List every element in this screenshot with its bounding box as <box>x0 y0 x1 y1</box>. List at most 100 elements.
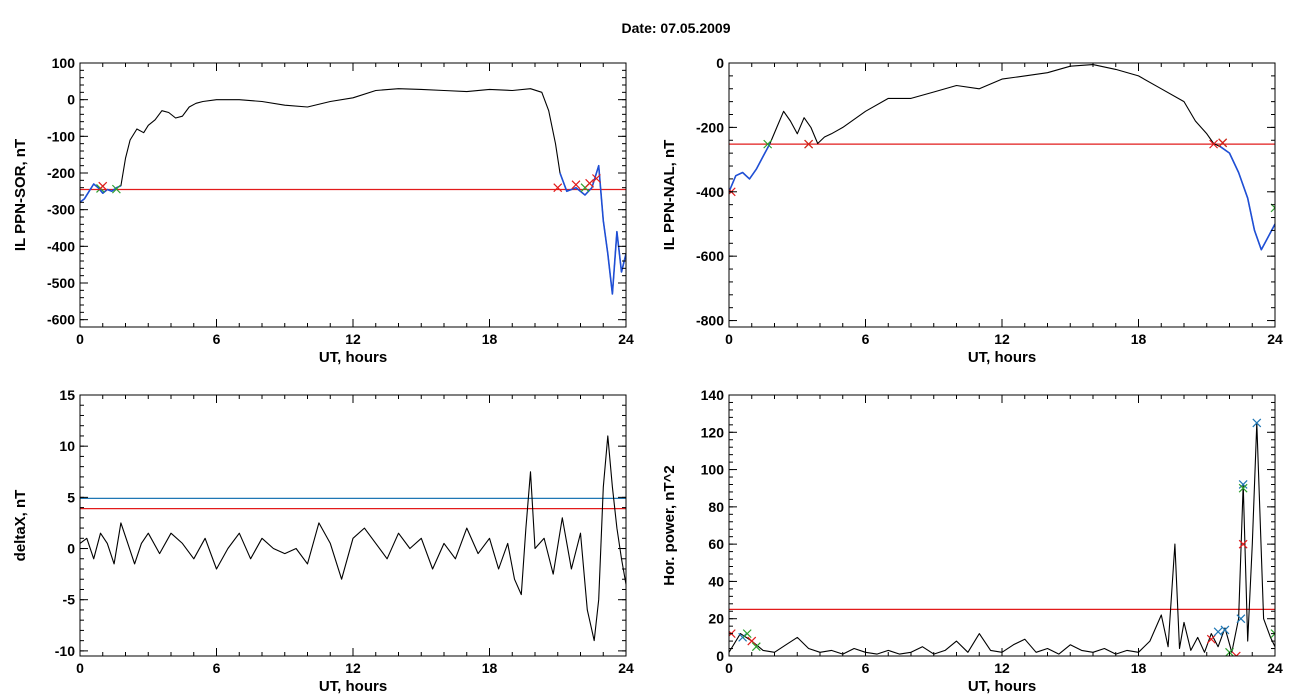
x-tick-label: 0 <box>725 331 733 347</box>
series-line <box>559 164 626 295</box>
y-tick-label: -600 <box>696 248 724 264</box>
series-line <box>729 422 1275 655</box>
chart-panel-sor: 0 6 12 18 24 100 0 -100 -200 -300 -400 -500 -600 UT, … <box>12 55 634 366</box>
y-tick-label: 100 <box>52 55 76 71</box>
x-tick-label: 12 <box>994 331 1010 347</box>
y-tick-label: -600 <box>47 312 75 328</box>
y-tick-label: -400 <box>47 238 75 254</box>
data-marker <box>585 178 595 188</box>
data-marker <box>747 636 757 646</box>
plot-frame <box>79 394 627 657</box>
data-marker <box>592 174 601 183</box>
x-tick-label: 12 <box>994 660 1010 676</box>
data-marker <box>1238 483 1248 493</box>
x-tick-label: 18 <box>482 331 498 347</box>
data-marker <box>1206 634 1216 644</box>
y-tick-label: 60 <box>708 536 724 552</box>
x-tick-label: 0 <box>76 331 84 347</box>
y-axis-label: IL PPN-SOR, nT <box>12 139 29 251</box>
data-marker <box>1238 539 1248 549</box>
data-marker <box>1238 480 1248 489</box>
data-marker <box>1231 651 1241 656</box>
y-tick-label: -200 <box>696 119 724 135</box>
x-tick-label: 12 <box>345 331 361 347</box>
x-tick-label: 12 <box>345 660 361 676</box>
chart-panel-deltax: 0 6 12 18 24 15 10 5 0 -5 -10 UT, hours deltaX, nT <box>12 387 634 695</box>
y-tick-label: 15 <box>59 387 75 403</box>
data-marker <box>111 184 121 194</box>
x-axis-label: UT, hours <box>968 678 1036 695</box>
data-marker <box>1252 418 1262 428</box>
data-marker <box>742 629 752 639</box>
x-tick-label: 18 <box>1131 660 1147 676</box>
x-tick-label: 6 <box>213 331 221 347</box>
series-line <box>80 88 626 295</box>
figure-title: Date: 07.05.2009 <box>622 20 731 36</box>
x-tick-label: 18 <box>482 660 498 676</box>
x-tick-label: 24 <box>1267 660 1283 676</box>
chart-panels: 0 6 12 18 241000-100-200-300-400-500-600UT, … <box>12 55 1283 695</box>
data-marker <box>571 180 581 190</box>
y-tick-label: -300 <box>47 202 75 218</box>
chart-panel-power: 0 6 12 18 24 140 120 100 80 60 40 20 0 UT, hours Hor. … <box>661 387 1283 695</box>
data-marker <box>1209 139 1218 149</box>
series-line <box>729 143 771 193</box>
data-marker <box>1270 203 1275 213</box>
y-axis-label: deltaX, nT <box>12 490 29 562</box>
series-line <box>80 435 626 642</box>
y-axis-label: Hor. power, nT^2 <box>661 465 678 585</box>
y-tick-label: -5 <box>63 592 76 608</box>
data-marker <box>1220 625 1230 635</box>
data-marker <box>1218 138 1228 148</box>
series-line <box>80 183 122 203</box>
series-group <box>80 435 626 642</box>
y-tick-label: 20 <box>708 611 724 627</box>
data-marker <box>98 181 108 191</box>
y-tick-label: 80 <box>708 499 724 515</box>
y-tick-label: 120 <box>701 424 725 440</box>
y-tick-label: -500 <box>47 275 75 291</box>
x-tick-label: 24 <box>618 331 634 347</box>
data-marker <box>1270 629 1275 639</box>
plot-frame <box>79 62 627 328</box>
y-tick-label: -100 <box>47 128 75 144</box>
y-tick-label: 0 <box>716 648 724 664</box>
y-tick-label: 5 <box>67 489 75 505</box>
y-axis-label: IL PPN-NAL, nT <box>661 140 678 251</box>
y-tick-label: 40 <box>708 573 724 589</box>
x-axis-label: UT, hours <box>319 678 387 695</box>
x-tick-label: 0 <box>725 660 733 676</box>
x-tick-label: 18 <box>1131 331 1147 347</box>
x-tick-label: 24 <box>618 660 634 676</box>
x-tick-label: 6 <box>862 660 870 676</box>
data-marker <box>1236 614 1246 624</box>
y-tick-label: -800 <box>696 313 724 329</box>
x-axis-label: UT, hours <box>319 349 387 366</box>
series-line <box>729 64 1275 251</box>
series-group <box>729 418 1275 656</box>
series-group <box>80 88 626 295</box>
chart-panel-nal: 0 6 12 18 24 0 -200 -400 -600 -800 UT, hours IL PPN… <box>661 55 1283 366</box>
plot-frame <box>728 62 1276 328</box>
x-tick-label: 0 <box>76 660 84 676</box>
series-line <box>1219 146 1275 251</box>
x-tick-label: 6 <box>862 331 870 347</box>
data-marker <box>1213 627 1223 637</box>
y-tick-label: 100 <box>701 462 725 478</box>
data-marker <box>553 183 563 193</box>
y-tick-label: 10 <box>59 438 75 454</box>
y-tick-label: 140 <box>701 387 725 403</box>
y-tick-label: -200 <box>47 165 75 181</box>
data-marker <box>804 139 814 149</box>
y-tick-label: -10 <box>55 643 75 659</box>
x-axis-label: UT, hours <box>968 349 1036 366</box>
data-marker <box>763 139 773 149</box>
series-group <box>729 64 1275 251</box>
y-tick-label: 0 <box>67 92 75 108</box>
data-marker <box>751 642 761 652</box>
x-tick-label: 6 <box>213 660 221 676</box>
x-tick-label: 24 <box>1267 331 1283 347</box>
y-tick-label: -400 <box>696 184 724 200</box>
y-tick-label: 0 <box>716 55 724 71</box>
